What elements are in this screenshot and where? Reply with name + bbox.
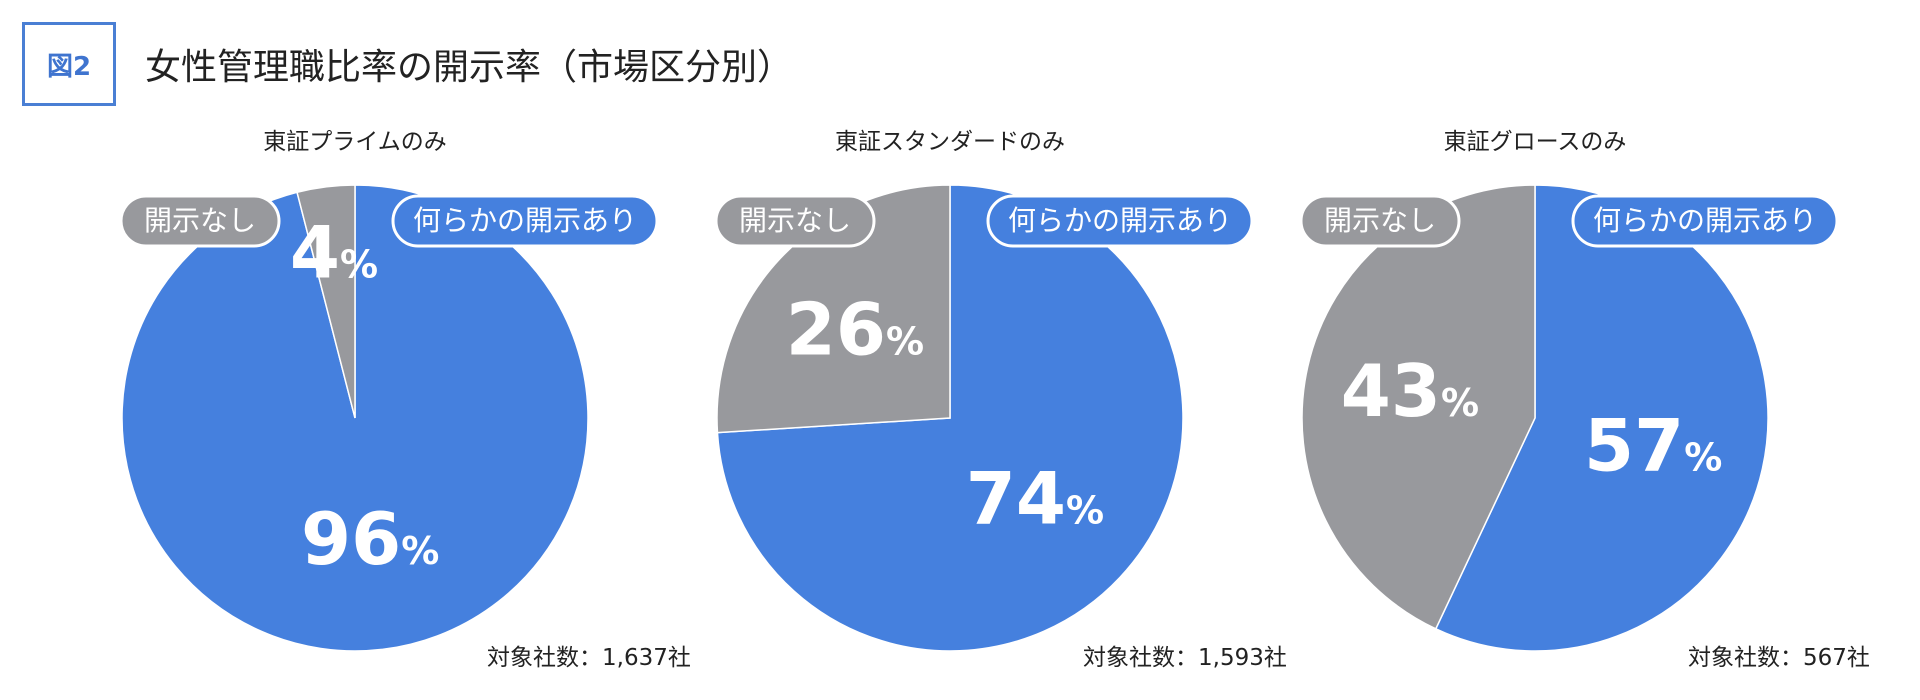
pie-chart-growth: 東証グロースのみ 57% 43% 何らかの開示あり 開示なし 対象社数：567社 <box>1255 118 1870 678</box>
chart-title: 東証スタンダードのみ <box>835 129 1065 155</box>
pie-svg: 74% 26% 何らかの開示あり 開示なし <box>714 184 1254 652</box>
pill-label: 何らかの開示あり <box>1593 204 1817 237</box>
pie-chart-prime: 東証プライムのみ 96% 4% 何らかの開示あり 開示なし 対象社数：1,637社 <box>75 118 691 678</box>
pill-disclosed: 何らかの開示あり <box>1571 194 1839 248</box>
slice-not-disclosed <box>716 184 951 434</box>
figure-badge: 図2 <box>22 22 116 106</box>
total-count: 対象社数：1,593社 <box>1083 645 1287 671</box>
percent-label: 74% <box>966 457 1104 541</box>
percent-label: 96% <box>301 497 439 581</box>
pie-svg: 57% 43% 何らかの開示あり 開示なし <box>1299 184 1839 652</box>
pill-label: 何らかの開示あり <box>1008 204 1232 237</box>
pill-disclosed: 何らかの開示あり <box>391 194 659 248</box>
pill-label: 開示なし <box>1324 204 1436 237</box>
figure-title: 女性管理職比率の開示率（市場区分別） <box>145 47 794 88</box>
pill-label: 開示なし <box>144 204 256 237</box>
percent-label: 57% <box>1584 403 1722 487</box>
slice-not-disclosed <box>296 184 356 419</box>
pill-not-disclosed: 開示なし <box>1299 194 1461 248</box>
chart-title: 東証グロースのみ <box>1443 129 1627 155</box>
pie-svg: 96% 4% 何らかの開示あり 開示なし <box>119 184 659 652</box>
pie-chart-standard: 東証スタンダードのみ 74% 26% 何らかの開示あり 開示なし 対象社数：1,593… <box>670 118 1287 678</box>
pill-label: 何らかの開示あり <box>413 204 637 237</box>
percent-label: 4% <box>290 211 378 295</box>
pill-disclosed: 何らかの開示あり <box>986 194 1254 248</box>
pill-not-disclosed: 開示なし <box>119 194 281 248</box>
pill-label: 開示なし <box>739 204 851 237</box>
chart-title: 東証プライムのみ <box>263 129 447 155</box>
pill-not-disclosed: 開示なし <box>714 194 876 248</box>
percent-label: 43% <box>1341 349 1479 433</box>
total-count: 対象社数：567社 <box>1688 645 1870 671</box>
total-count: 対象社数：1,637社 <box>487 645 691 671</box>
percent-label: 26% <box>786 288 924 372</box>
